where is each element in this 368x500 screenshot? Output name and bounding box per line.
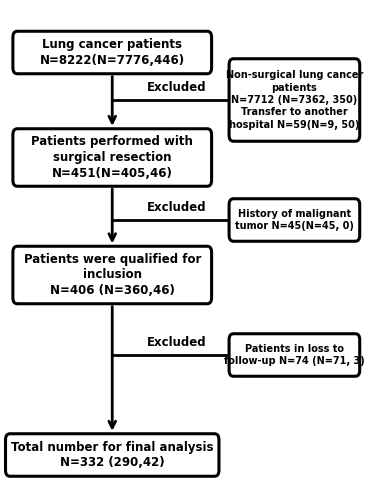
FancyBboxPatch shape: [229, 198, 360, 241]
Text: Non-surgical lung cancer
patients
N=7712 (N=7362, 350)
Transfer to another
hospi: Non-surgical lung cancer patients N=7712…: [226, 70, 363, 130]
Text: Patients in loss to
follow-up N=74 (N=71, 3): Patients in loss to follow-up N=74 (N=71…: [224, 344, 365, 366]
FancyBboxPatch shape: [13, 246, 212, 304]
FancyBboxPatch shape: [13, 128, 212, 186]
Text: Excluded: Excluded: [147, 201, 206, 214]
FancyBboxPatch shape: [229, 334, 360, 376]
Text: Patients were qualified for
inclusion
N=406 (N=360,46): Patients were qualified for inclusion N=…: [24, 252, 201, 298]
Text: Lung cancer patients
N=8222(N=7776,446): Lung cancer patients N=8222(N=7776,446): [40, 38, 185, 67]
Text: Patients performed with
surgical resection
N=451(N=405,46): Patients performed with surgical resecti…: [31, 135, 193, 180]
FancyBboxPatch shape: [13, 31, 212, 74]
Text: Excluded: Excluded: [147, 81, 206, 94]
FancyBboxPatch shape: [6, 434, 219, 476]
FancyBboxPatch shape: [229, 58, 360, 141]
Text: History of malignant
tumor N=45(N=45, 0): History of malignant tumor N=45(N=45, 0): [235, 209, 354, 231]
Text: Excluded: Excluded: [147, 336, 206, 349]
Text: Total number for final analysis
N=332 (290,42): Total number for final analysis N=332 (2…: [11, 440, 213, 470]
